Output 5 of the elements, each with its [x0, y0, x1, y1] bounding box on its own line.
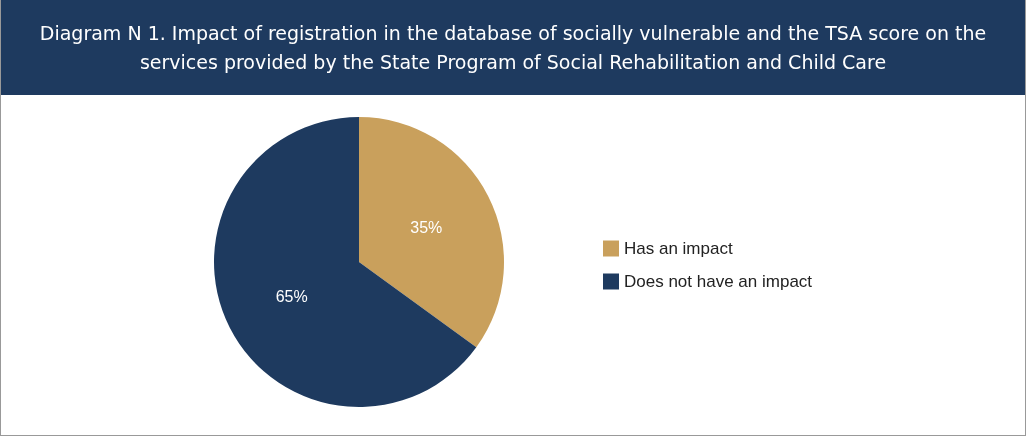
data-label: 65% — [275, 287, 308, 305]
legend-label: Has an impact — [624, 239, 733, 258]
chart-title: Diagram N 1. Impact of registration in the database of socially vulnerable and the TSA score on the services provided by the State Program of Social Rehabilitation and Child Care — [1, 0, 1025, 95]
data-label: 35% — [410, 219, 443, 237]
legend-label: Does not have an impact — [624, 272, 813, 291]
